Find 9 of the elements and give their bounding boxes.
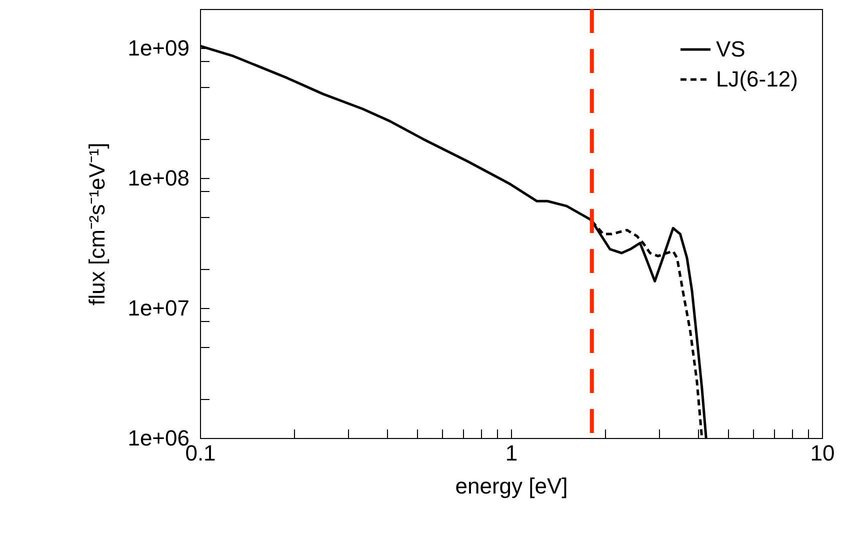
y-tick-label: 1e+08: [128, 166, 190, 191]
y-tick-label: 1e+09: [128, 36, 190, 61]
x-tick-label: 1: [505, 440, 518, 466]
legend-label: VS: [716, 36, 746, 62]
x-tick-label: 10: [810, 440, 835, 466]
y-tick-label: 1e+07: [128, 296, 190, 321]
legend-label: LJ(6-12): [716, 66, 798, 92]
x-axis-title: energy [eV]: [455, 474, 568, 498]
y-axis-title: flux [cm⁻²s⁻¹eV⁻¹]: [84, 142, 110, 306]
